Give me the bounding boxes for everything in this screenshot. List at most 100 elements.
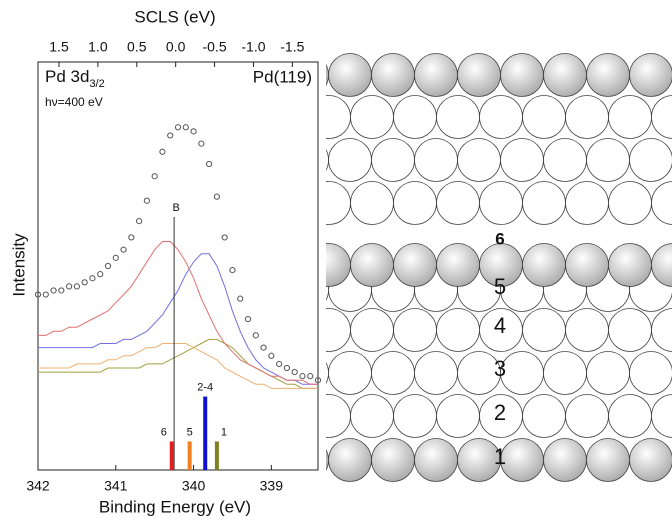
data-point — [261, 345, 266, 350]
data-point — [238, 296, 243, 301]
surface-atom — [544, 54, 587, 97]
fit-component — [38, 242, 318, 385]
layer-label: 2 — [494, 400, 506, 425]
data-point — [277, 361, 282, 366]
bulk-atom — [566, 309, 609, 352]
data-point — [144, 198, 149, 203]
surface-model — [286, 54, 672, 482]
fit-component — [38, 254, 318, 384]
bulk-atom — [308, 96, 351, 139]
x2-tick-label: 0.5 — [127, 39, 147, 55]
bulk-atom — [480, 182, 523, 225]
x-tick-label: 342 — [26, 478, 50, 494]
data-point — [137, 219, 142, 224]
bulk-atom — [351, 96, 394, 139]
element-label: Pd 3d3/2 — [45, 67, 105, 89]
surface-atom — [329, 439, 372, 482]
bulk-atom — [501, 139, 544, 182]
data-point — [82, 280, 87, 285]
data-point — [207, 161, 212, 166]
surface-atom — [415, 439, 458, 482]
data-point — [222, 235, 227, 240]
bulk-atom — [480, 96, 523, 139]
shift-bar-label: 2-4 — [197, 381, 213, 393]
x2-tick-label: -1.5 — [280, 39, 304, 55]
bulk-atom — [652, 182, 672, 225]
surface-atom — [630, 439, 672, 482]
bulk-atom — [329, 352, 372, 395]
layer-label: 1 — [494, 444, 506, 469]
layer-label: 5 — [494, 274, 506, 299]
data-point — [253, 333, 258, 338]
surface-atom — [308, 244, 351, 287]
data-point — [292, 369, 297, 374]
data-point — [168, 133, 173, 138]
element-sub: 3/2 — [89, 78, 104, 90]
bulk-atom — [609, 96, 652, 139]
surface-atom — [544, 439, 587, 482]
data-point — [230, 267, 235, 272]
layer-label: 3 — [494, 356, 506, 381]
surface-atom — [372, 439, 415, 482]
x-tick-label: 341 — [104, 478, 128, 494]
shift-bar — [215, 441, 219, 470]
bulk-atom — [372, 139, 415, 182]
bulk-atom — [652, 96, 672, 139]
bulk-atom — [415, 139, 458, 182]
bulk-atom — [415, 352, 458, 395]
data-point — [51, 288, 56, 293]
bulk-atom — [566, 96, 609, 139]
bulk-atom — [351, 309, 394, 352]
bulk-atom — [566, 182, 609, 225]
shift-bar-label: 1 — [221, 426, 227, 438]
surface-atom — [501, 439, 544, 482]
bulk-atom — [394, 182, 437, 225]
shift-bar — [170, 441, 174, 470]
shift-bar-label: 5 — [187, 426, 193, 438]
bulk-atom — [544, 352, 587, 395]
surface-atom — [630, 54, 672, 97]
bulk-atom — [523, 395, 566, 438]
bulk-atom — [609, 309, 652, 352]
bulk-atom — [437, 309, 480, 352]
surface-atom — [501, 54, 544, 97]
bulk-atom — [587, 352, 630, 395]
surface-atom — [609, 244, 652, 287]
surface-atom — [286, 439, 329, 482]
data-point — [74, 284, 79, 289]
surface-atom — [458, 54, 501, 97]
data-point — [129, 235, 134, 240]
bulk-atom — [652, 309, 672, 352]
data-point — [175, 125, 180, 130]
surface-label: Pd(119) — [253, 67, 312, 86]
bulk-atom — [566, 395, 609, 438]
fit-component — [38, 344, 318, 389]
bulk-atom — [437, 395, 480, 438]
surface-atom — [415, 54, 458, 97]
bulk-atom — [458, 139, 501, 182]
surface-atom — [587, 439, 630, 482]
bulk-atom — [351, 182, 394, 225]
shift-bar — [188, 441, 192, 470]
shift-bar-label: 6 — [161, 426, 167, 438]
data-point — [160, 149, 165, 154]
shift-bar — [203, 397, 207, 470]
bulk-atom — [544, 139, 587, 182]
bulk-atom — [523, 182, 566, 225]
bulk-atom — [609, 395, 652, 438]
bulk-atom — [308, 182, 351, 225]
data-point — [67, 284, 72, 289]
surface-atom — [587, 54, 630, 97]
surface-atom — [523, 244, 566, 287]
bulk-atom — [523, 96, 566, 139]
data-point — [113, 255, 118, 260]
layer-label: 6 — [495, 229, 504, 248]
y-axis-title: Intensity — [9, 233, 28, 297]
data-point — [121, 247, 126, 252]
x-tick-label: 340 — [182, 478, 206, 494]
data-point — [199, 141, 204, 146]
bulk-atom — [286, 269, 329, 312]
bulk-atom — [286, 139, 329, 182]
layer-label: 4 — [494, 313, 506, 338]
